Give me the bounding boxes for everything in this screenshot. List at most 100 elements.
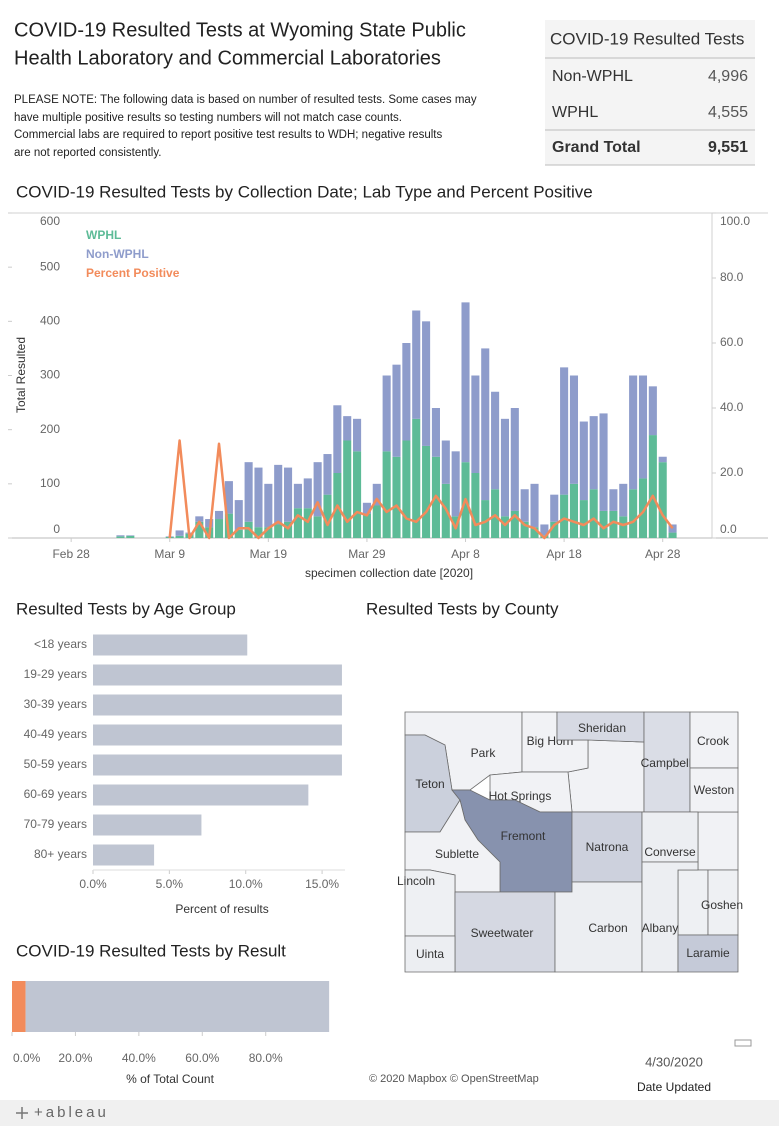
bar-segment xyxy=(224,513,233,538)
bar-segment xyxy=(412,418,421,538)
chart-title: COVID-19 Resulted Tests by Collection Da… xyxy=(16,182,593,201)
footer-bar xyxy=(0,1100,779,1126)
county[interactable]: Crook xyxy=(689,711,739,769)
bar xyxy=(93,694,342,716)
x-tick-label: 15.0% xyxy=(305,877,339,891)
county[interactable]: Campbell xyxy=(641,711,692,813)
y2-tick-label: 0.0 xyxy=(720,522,737,536)
y-tick-label: <18 years xyxy=(34,637,87,651)
bar xyxy=(93,784,309,806)
bar-segment xyxy=(579,421,588,501)
county[interactable]: Albany xyxy=(641,861,699,973)
county-label: Sheridan xyxy=(578,721,626,735)
x-tick-label: Mar 9 xyxy=(154,547,185,561)
bar-segment xyxy=(313,516,322,538)
footer-logo[interactable]: +ableau xyxy=(34,1104,109,1121)
bar-segment xyxy=(451,451,460,517)
map-legend-icon[interactable] xyxy=(734,1039,752,1047)
bar-segment xyxy=(510,408,519,511)
county[interactable]: Laramie xyxy=(677,934,739,973)
y2-tick-label: 20.0 xyxy=(720,465,744,479)
y-tick-label: 300 xyxy=(40,368,60,382)
bar-segment xyxy=(402,343,411,441)
y-tick-label: 40-49 years xyxy=(24,727,87,741)
bar-segment xyxy=(412,310,421,419)
bar-segment xyxy=(609,489,618,511)
bar-segment xyxy=(254,527,263,538)
bar-segment xyxy=(274,524,283,538)
bar-segment xyxy=(303,478,312,509)
county[interactable]: Sweetwater xyxy=(454,891,556,973)
y-tick-label: 80+ years xyxy=(34,847,87,861)
bar-segment xyxy=(175,530,184,536)
page-title: COVID-19 Resulted Tests at Wyoming State… xyxy=(14,19,466,41)
bar-segment xyxy=(589,489,598,538)
county-label: Park xyxy=(471,746,497,760)
bar-segment xyxy=(422,445,431,538)
x-tick-label: 0.0% xyxy=(79,877,107,891)
bar-segment xyxy=(323,454,332,495)
bar xyxy=(93,634,248,656)
bar-segment xyxy=(284,521,293,538)
y-tick-label: 0 xyxy=(53,522,60,536)
bar-segment xyxy=(638,375,648,479)
county[interactable]: Sheridan xyxy=(556,711,645,743)
bar-segment xyxy=(126,535,135,536)
bar-segment xyxy=(481,500,490,538)
bar-segment xyxy=(491,489,500,538)
bar-segment xyxy=(481,348,490,501)
bar-segment xyxy=(510,510,519,538)
bar-segment xyxy=(629,489,638,538)
y-tick-label: 600 xyxy=(40,214,60,228)
bar-segment xyxy=(392,456,401,538)
bar-segment xyxy=(372,505,381,538)
county[interactable]: Lincoln xyxy=(397,869,456,937)
county-shape[interactable] xyxy=(689,767,739,813)
county-shape[interactable] xyxy=(404,935,456,973)
bar-segment xyxy=(658,462,667,538)
row-label: WPHL xyxy=(552,104,598,121)
bar-segment xyxy=(668,532,677,538)
y-tick-label: 400 xyxy=(40,314,60,328)
county-map: Park Big Horn Sheridan Campbell Crook We… xyxy=(397,711,743,973)
y-axis-title: Total Resulted xyxy=(14,337,28,413)
y-tick-label: 100 xyxy=(40,476,60,490)
chart-title: Resulted Tests by Age Group xyxy=(16,599,236,618)
bar-segment xyxy=(293,508,302,538)
bar-segment xyxy=(648,435,657,538)
county[interactable]: Converse xyxy=(641,811,699,863)
tableau-icon xyxy=(16,1107,28,1119)
x-tick-label: 60.0% xyxy=(185,1051,219,1065)
bar-segment xyxy=(254,467,263,528)
note: PLEASE NOTE: The following data is based… xyxy=(14,94,477,106)
county[interactable]: Uinta xyxy=(404,935,456,973)
county-label: Campbell xyxy=(641,756,692,770)
county[interactable]: Weston xyxy=(689,767,739,813)
county-label: Converse xyxy=(644,845,696,859)
bar-segment xyxy=(520,489,529,522)
bar-segment xyxy=(461,302,470,463)
x-axis-title: specimen collection date [2020] xyxy=(305,566,473,580)
bar-segment xyxy=(589,416,598,490)
bar xyxy=(93,814,202,836)
county-label: Lincoln xyxy=(397,874,435,888)
county[interactable]: Natrona xyxy=(571,811,643,883)
legend-entry: WPHL xyxy=(86,228,121,242)
bar-segment xyxy=(392,364,401,457)
county-shape[interactable] xyxy=(556,711,645,743)
county[interactable]: Carbon xyxy=(554,881,643,973)
x-tick-label: 80.0% xyxy=(249,1051,283,1065)
bar-segment xyxy=(560,367,569,495)
bar-segment xyxy=(234,500,243,530)
bar-segment xyxy=(12,981,26,1032)
bar-segment xyxy=(638,478,648,538)
bar-segment xyxy=(402,440,411,538)
x-tick-label: Feb 28 xyxy=(52,547,90,561)
county-label: Carbon xyxy=(588,921,627,935)
county-label: Goshen xyxy=(701,898,743,912)
bar-segment xyxy=(264,527,273,538)
bar-segment xyxy=(284,467,293,522)
county-shape[interactable] xyxy=(677,934,739,973)
county-label: Fremont xyxy=(501,829,546,843)
county-shape[interactable] xyxy=(641,861,699,973)
